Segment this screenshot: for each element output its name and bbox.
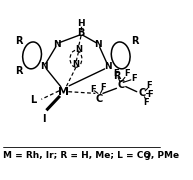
Text: R: R: [15, 36, 22, 46]
Text: N: N: [94, 40, 102, 49]
Text: N: N: [75, 45, 82, 54]
Text: F: F: [100, 83, 106, 92]
Text: N: N: [72, 60, 80, 69]
Text: F: F: [147, 90, 153, 99]
Text: R: R: [131, 36, 139, 46]
Text: F: F: [146, 81, 152, 90]
Text: R: R: [113, 71, 120, 82]
Text: M = Rh, Ir; R = H, Me; L = CO, PMe: M = Rh, Ir; R = H, Me; L = CO, PMe: [3, 151, 179, 160]
Text: C: C: [117, 80, 124, 90]
Text: F: F: [124, 69, 130, 78]
Text: N: N: [40, 62, 48, 71]
Text: R: R: [15, 66, 22, 76]
Text: I: I: [42, 114, 46, 124]
Text: F: F: [143, 98, 149, 107]
Text: C: C: [138, 88, 145, 98]
Text: C: C: [96, 94, 103, 104]
Text: F: F: [131, 74, 137, 83]
Text: F: F: [114, 69, 119, 78]
Text: B: B: [77, 28, 85, 38]
Text: M: M: [58, 87, 69, 97]
Text: N: N: [104, 62, 112, 71]
Text: L: L: [30, 95, 36, 105]
Text: F: F: [90, 85, 96, 94]
Text: N: N: [54, 40, 61, 49]
Text: H: H: [77, 19, 85, 28]
Text: 3: 3: [144, 153, 150, 162]
